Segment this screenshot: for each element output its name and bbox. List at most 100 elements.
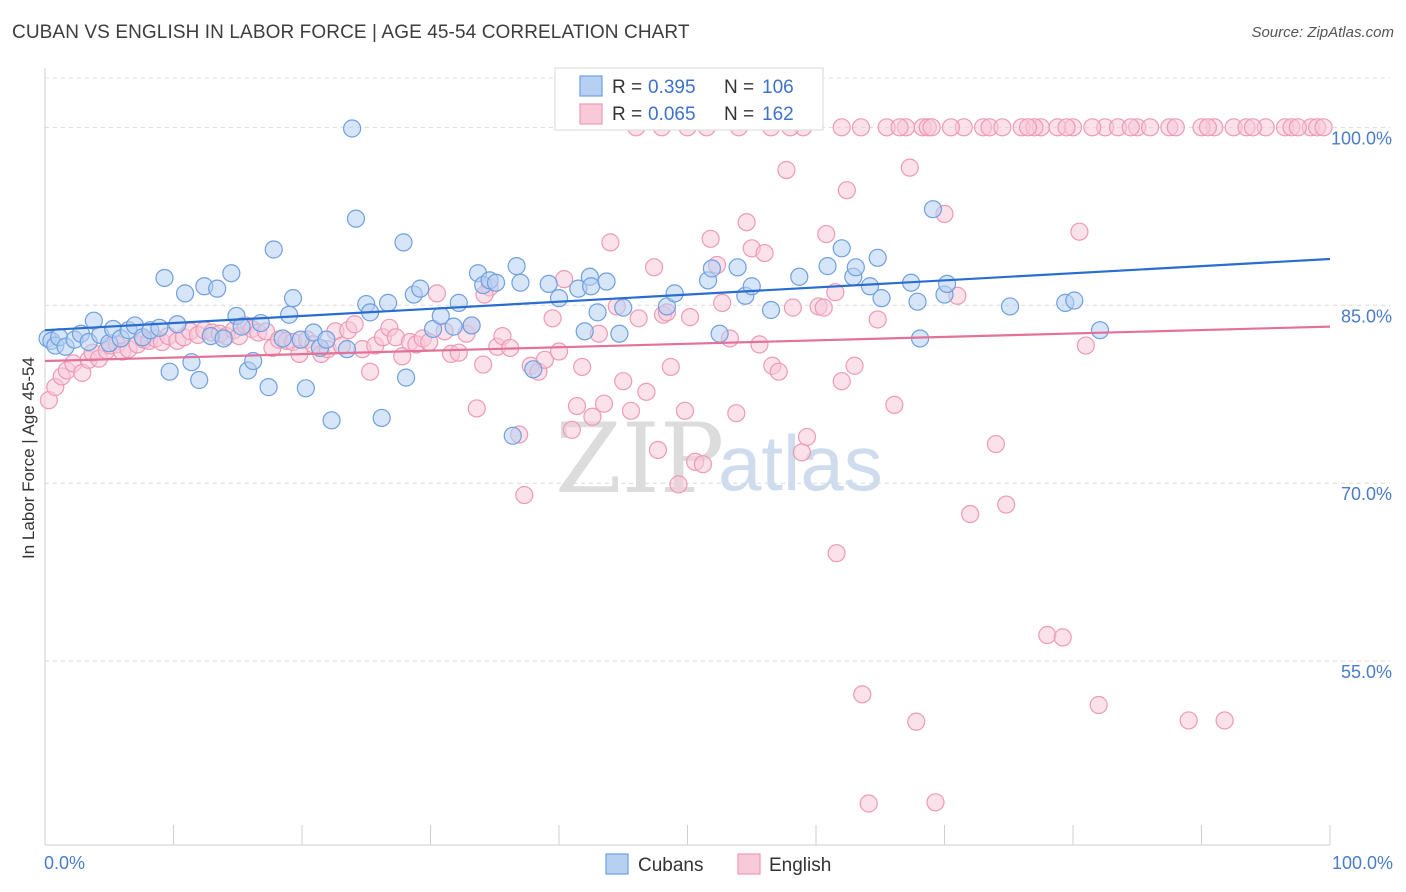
- point-english-88: [629, 309, 648, 328]
- point-cubans-102: [1000, 297, 1020, 316]
- point-english-94: [669, 475, 688, 494]
- legend-r-value-english: 0.065: [648, 104, 696, 125]
- point-english-86: [614, 372, 633, 391]
- point-cubans-23: [190, 370, 209, 390]
- y-tick-label-3: 55.0%: [1341, 662, 1392, 682]
- legend-r-value-cubans: 0.395: [648, 77, 696, 98]
- point-english-78: [562, 420, 581, 439]
- point-cubans-92: [846, 258, 865, 277]
- point-cubans-75: [588, 303, 607, 322]
- point-english-84: [601, 233, 620, 252]
- point-english-75: [543, 309, 562, 328]
- point-english-113: [797, 427, 817, 447]
- point-cubans-60: [462, 316, 481, 335]
- chart-source: Source: ZipAtlas.com: [1251, 24, 1394, 41]
- point-cubans-21: [175, 284, 195, 303]
- point-english-101: [713, 293, 732, 312]
- point-english-125: [907, 712, 926, 731]
- point-cubans-46: [343, 119, 362, 138]
- point-cubans-89: [818, 257, 837, 276]
- point-english-184: [1057, 118, 1076, 137]
- point-cubans-45: [337, 340, 357, 359]
- point-cubans-58: [444, 317, 463, 336]
- y-tick-labels: 100.0% 85.0% 70.0% 55.0%: [1331, 128, 1392, 682]
- y-axis-title: In Labor Force | Age 45-54: [19, 357, 38, 559]
- point-english-79: [567, 396, 587, 416]
- point-cubans-97: [908, 292, 927, 311]
- point-cubans-64: [486, 273, 506, 292]
- point-english-98: [693, 455, 713, 474]
- stats-legend: R = 0.395 Cubans N = 106 R = 0.065 N = 1…: [554, 67, 824, 131]
- point-english-109: [769, 362, 788, 381]
- point-english-58: [427, 284, 447, 303]
- point-cubans-69: [539, 274, 558, 293]
- legend-n-value-english: 162: [762, 104, 794, 125]
- point-cubans-30: [232, 317, 251, 336]
- point-english-183: [1018, 118, 1038, 137]
- point-cubans-50: [372, 408, 391, 428]
- y-tick-label-1: 85.0%: [1341, 306, 1392, 326]
- point-english-123: [885, 395, 904, 414]
- bottom-legend-label-cubans: Cubans: [638, 855, 704, 876]
- point-english-76: [549, 342, 569, 361]
- trend-line-cubans: [44, 257, 1331, 332]
- point-english-189: [1288, 118, 1307, 137]
- bottom-legend-swatch-english: [737, 853, 761, 875]
- point-english-149: [1179, 711, 1198, 730]
- point-cubans-32: [244, 351, 263, 371]
- point-cubans-59: [449, 293, 468, 312]
- point-english-117: [827, 544, 846, 563]
- x-tick-label-1: 100.0%: [1332, 853, 1393, 873]
- point-english-103: [727, 404, 746, 423]
- point-cubans-19: [160, 362, 179, 381]
- point-cubans-99: [923, 200, 943, 219]
- point-cubans-36: [273, 329, 292, 348]
- point-cubans-52: [394, 233, 413, 252]
- point-cubans-35: [264, 240, 283, 259]
- point-cubans-28: [222, 264, 241, 283]
- point-cubans-90: [832, 239, 851, 258]
- point-english-118: [832, 372, 851, 391]
- point-english-136: [997, 495, 1016, 514]
- point-english-119: [837, 181, 856, 200]
- point-english-191: [890, 118, 909, 137]
- point-english-87: [621, 401, 641, 420]
- point-english-166: [993, 118, 1012, 137]
- point-english-112: [792, 443, 811, 462]
- point-english-128: [922, 118, 941, 137]
- series-legend: Cubans English: [605, 853, 831, 876]
- point-english-129: [926, 793, 945, 812]
- point-cubans-70: [549, 289, 569, 308]
- point-cubans-53: [396, 368, 416, 387]
- point-english-95: [675, 401, 695, 420]
- point-cubans-88: [790, 267, 809, 286]
- point-cubans-65: [507, 257, 526, 276]
- point-english-80: [573, 357, 592, 377]
- point-cubans-34: [259, 378, 278, 397]
- point-english-110: [777, 160, 796, 180]
- point-cubans-76: [597, 272, 616, 291]
- point-english-46: [345, 315, 364, 334]
- point-cubans-43: [317, 330, 336, 349]
- legend-n-label-2: N =: [724, 104, 754, 125]
- point-english-185: [1083, 118, 1102, 137]
- point-cubans-67: [503, 426, 522, 445]
- point-cubans-26: [208, 279, 227, 298]
- legend-n-value-cubans: 106: [762, 77, 794, 98]
- point-english-106: [750, 335, 769, 354]
- point-english-186: [1121, 118, 1140, 137]
- legend-swatch-english: [579, 103, 603, 125]
- point-english-107: [755, 243, 774, 263]
- point-english-71: [515, 485, 534, 505]
- point-cubans-66: [511, 273, 530, 292]
- point-english-111: [783, 298, 802, 317]
- point-english-83: [594, 394, 614, 413]
- bottom-legend-swatch-cubans: [605, 853, 629, 875]
- point-cubans-101: [937, 274, 957, 293]
- y-tick-label-0: 100.0%: [1331, 128, 1392, 148]
- point-english-144: [1076, 336, 1095, 355]
- point-english-65: [474, 355, 493, 374]
- point-cubans-18: [155, 268, 174, 288]
- point-english-89: [637, 382, 656, 401]
